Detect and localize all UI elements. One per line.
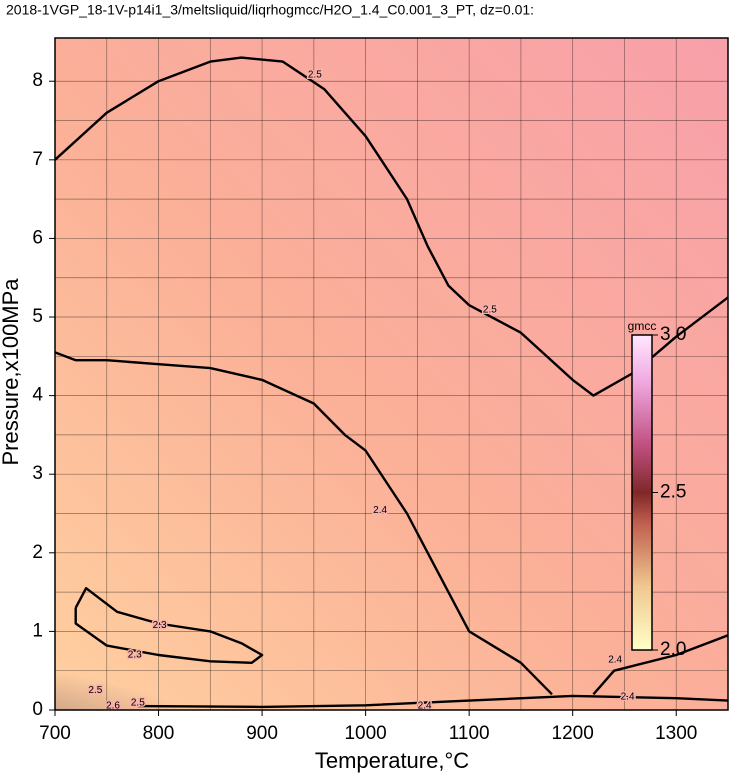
colorbar: gmcc 2.0 2.5 3.0 [628,319,687,660]
colorbar-tick-label: 3.0 [660,324,686,345]
colorbar-label: gmcc [628,319,657,333]
x-tick-label: 1300 [655,723,697,744]
y-tick-label: 6 [32,227,43,248]
x-tick-label: 1100 [449,723,490,744]
contour-line [55,56,728,397]
y-tick-label: 3 [32,463,43,484]
dense-contour-region [55,655,235,710]
x-tick-label: 800 [143,723,175,744]
y-axis-label: Pressure,x100MPa [0,278,23,466]
contour-label: 2.4 [608,654,622,665]
contour-label: 2.5 [88,685,102,696]
y-tick-label: 4 [32,385,43,406]
plot-background [55,38,728,710]
contour-line [592,634,728,696]
contour-line [55,351,553,696]
contour-line [74,587,264,664]
y-tick-label: 5 [32,306,43,327]
contour-label: 2.4 [373,505,387,516]
colorbar-scale [631,334,653,651]
x-tick-label: 1000 [344,723,386,744]
y-tick-label: 8 [32,70,43,91]
contour-line [137,694,728,709]
plot-frame [54,37,729,711]
colorbar-tick-label: 2.0 [660,639,686,660]
y-tick-label: 1 [32,620,43,641]
chart-title: 2018-1VGP_18-1V-p14i1_3/meltsliquid/liqr… [6,2,534,18]
axes: 700 800 900 1000 1100 1200 1300 0 1 2 3 4 5 6 7 8 [32,70,697,744]
x-tick-label: 1200 [552,723,594,744]
contours [55,56,728,709]
x-tick-label: 900 [246,723,278,744]
contour-label: 2.5 [308,70,322,81]
contour-label: 2.3 [153,620,167,631]
x-axis-label: Temperature,°C [315,748,469,773]
contour-label: 2.3 [128,650,142,661]
y-tick-label: 0 [32,699,43,720]
colorbar-tick-label: 2.5 [660,482,686,503]
contour-labels: 2.52.52.42.42.42.42.32.32.52.6 2.5 [87,68,637,713]
grid [54,38,728,711]
contour-label: 2.4 [621,691,635,702]
x-tick-label: 700 [39,723,71,744]
y-tick-label: 2 [32,542,43,563]
contour-label: 2.5 [131,698,145,709]
contour-label: 2.5 [483,305,497,316]
y-tick-label: 7 [32,149,43,170]
